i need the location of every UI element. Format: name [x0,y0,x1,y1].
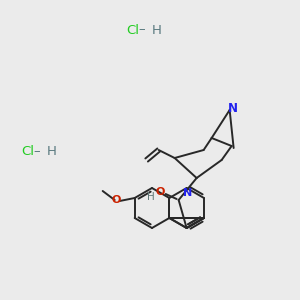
Text: Cl: Cl [126,23,139,37]
Text: –: – [34,145,40,158]
Text: –: – [139,23,145,37]
Text: O: O [156,187,165,197]
Text: O: O [112,195,122,205]
Text: Cl: Cl [21,145,34,158]
Text: H: H [47,145,57,158]
Text: N: N [228,101,238,115]
Text: N: N [183,188,192,198]
Text: H: H [147,192,154,202]
Text: H: H [152,23,162,37]
